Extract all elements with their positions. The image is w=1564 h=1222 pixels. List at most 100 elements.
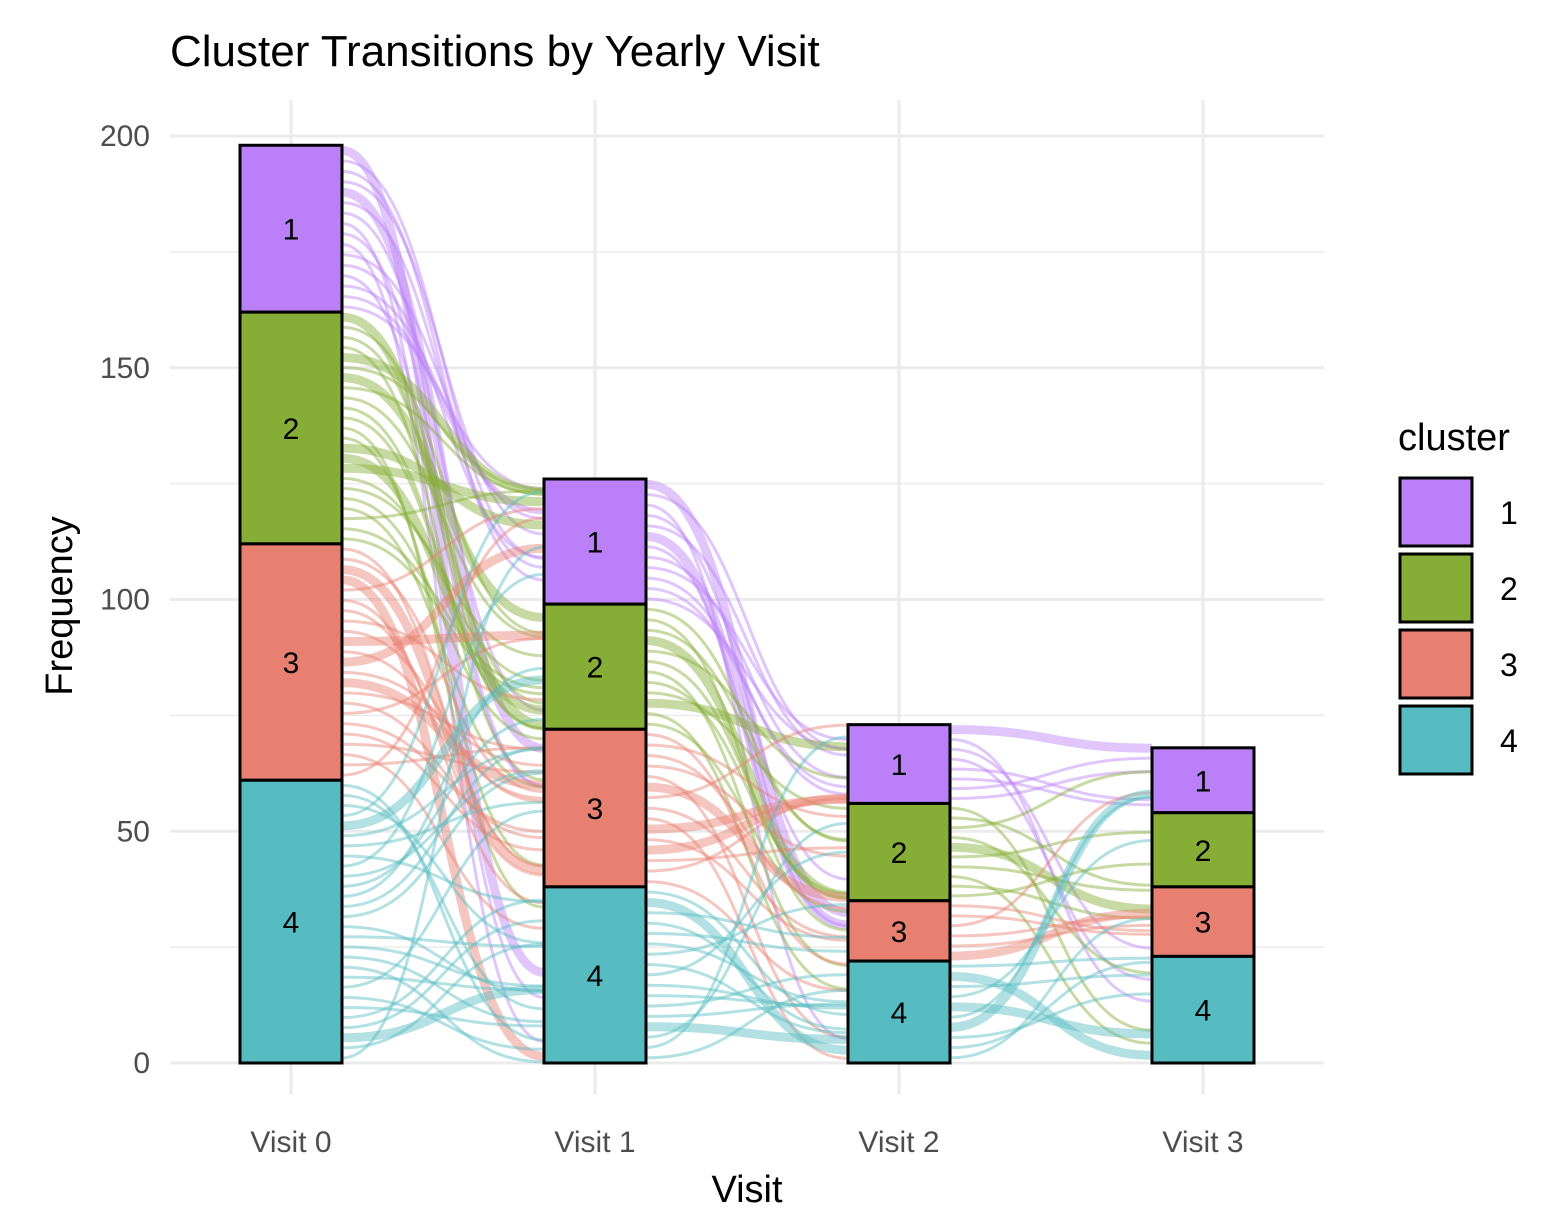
bar-segment xyxy=(542,885,648,1065)
flow-line xyxy=(645,775,849,1040)
flow-line xyxy=(949,923,1153,948)
flow-line xyxy=(341,180,545,536)
flow-line xyxy=(645,846,849,863)
y-axis: 0 50 100 150 200 xyxy=(100,120,150,1080)
flow-line xyxy=(949,806,1153,1032)
flow-line xyxy=(645,649,849,780)
legend-swatch xyxy=(1398,476,1474,548)
flow-line xyxy=(341,335,545,705)
bar-segment xyxy=(542,477,648,606)
bar-segment-label: 4 xyxy=(587,960,604,993)
flow-line xyxy=(341,545,545,1060)
y-tick-label: 0 xyxy=(133,1047,150,1080)
flow-line xyxy=(341,742,545,774)
flow-line xyxy=(341,975,545,992)
bar-segment xyxy=(542,727,648,889)
flow-line xyxy=(341,995,545,1051)
flow-line xyxy=(949,816,1153,887)
flow-line xyxy=(341,572,545,868)
flow-line xyxy=(645,988,849,1060)
flow-line xyxy=(645,607,849,843)
flow-line xyxy=(341,619,545,702)
flow-line xyxy=(341,565,545,875)
flow-line xyxy=(341,809,545,989)
bar-segment xyxy=(238,542,344,782)
flow-line xyxy=(341,919,545,1030)
flow-line xyxy=(645,921,849,1031)
flow-line xyxy=(341,637,545,715)
flow-line xyxy=(341,691,545,751)
flow-line xyxy=(645,806,849,939)
flow-line xyxy=(341,965,545,1064)
legend-swatch xyxy=(1398,552,1474,624)
flow-line xyxy=(645,994,849,1008)
flow-line xyxy=(645,524,849,757)
bar-segment-label: 3 xyxy=(1195,907,1212,940)
bars: 1 2 3 4 1 2 3 4 1 2 3 4 1 2 3 4 xyxy=(238,143,1256,1065)
flow-line xyxy=(341,507,545,789)
flow-line xyxy=(341,666,545,898)
flow-line xyxy=(949,992,1153,1040)
x-axis-title: Visit xyxy=(711,1169,783,1211)
flow-line xyxy=(341,925,545,993)
flow-line xyxy=(341,985,545,1043)
flow-line xyxy=(341,629,545,804)
bar-segment xyxy=(1150,811,1256,889)
flow-line xyxy=(645,794,849,834)
x-axis: Visit 0 Visit 1 Visit 2 Visit 3 xyxy=(250,1126,1243,1159)
flow-line xyxy=(341,345,545,782)
bar-segment-label: 4 xyxy=(891,997,908,1030)
flow-line xyxy=(341,406,545,731)
flows xyxy=(341,145,1153,1064)
flow-line xyxy=(645,880,849,992)
flow-line xyxy=(341,722,545,833)
bar-segment xyxy=(542,602,648,731)
bar-segment-label: 2 xyxy=(1195,835,1212,868)
flow-line xyxy=(341,221,545,999)
grid-minor xyxy=(170,251,1324,948)
flow-line xyxy=(341,463,545,507)
flow-line xyxy=(645,586,849,789)
flow-line xyxy=(645,890,849,1016)
flow-line xyxy=(949,770,1153,830)
flow-line xyxy=(341,386,545,496)
flow-line xyxy=(949,874,1153,1045)
flow-line xyxy=(341,717,545,888)
flow-line xyxy=(645,821,849,1039)
flow-line xyxy=(949,914,1153,936)
flow-line xyxy=(341,242,545,1043)
bar-segment-label: 3 xyxy=(891,916,908,949)
flow-line xyxy=(341,650,545,800)
flow-line xyxy=(341,935,545,948)
flow-line xyxy=(341,489,545,521)
flow-line xyxy=(949,791,1153,928)
flow-line xyxy=(341,732,545,852)
flow-line xyxy=(341,497,545,741)
legend-label: 4 xyxy=(1500,723,1518,759)
flow-line xyxy=(949,770,1153,801)
flow-line xyxy=(645,723,849,800)
bar-segment-label: 4 xyxy=(1195,995,1212,1028)
flow-line xyxy=(341,187,545,754)
flow-line xyxy=(645,503,849,1041)
flow-line xyxy=(645,680,849,895)
flow-line xyxy=(341,352,545,496)
flow-line xyxy=(949,777,1153,807)
flow-line xyxy=(341,232,545,787)
flow-line xyxy=(645,733,849,966)
flow-line xyxy=(341,753,545,930)
flow-line xyxy=(645,670,849,967)
flow-line xyxy=(645,850,849,977)
flow-line xyxy=(341,747,545,838)
flow-line xyxy=(645,636,849,900)
flow-line xyxy=(645,513,849,881)
y-tick-label: 50 xyxy=(117,815,150,848)
bar-segment xyxy=(846,959,952,1065)
bar-segment-label: 1 xyxy=(1195,765,1212,798)
flow-line xyxy=(645,1002,849,1018)
bar-segment xyxy=(1150,746,1256,815)
flow-line xyxy=(645,531,849,930)
flow-line xyxy=(645,817,849,1060)
flow-line xyxy=(645,838,849,942)
